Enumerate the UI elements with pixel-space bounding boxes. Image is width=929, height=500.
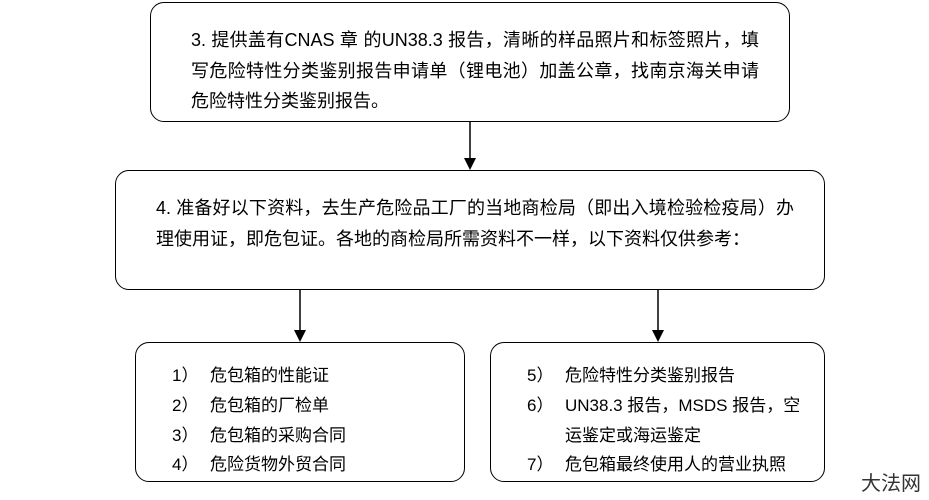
step3-text: 3. 提供盖有CNAS 章 的UN38.3 报告，清晰的样品照片和标签照片，填写…	[191, 25, 759, 117]
list-num: 3）	[172, 421, 210, 451]
list-text: 危包箱最终使用人的营业执照	[565, 450, 806, 480]
list-item: 2） 危包箱的厂检单	[172, 391, 446, 421]
list-text: 危包箱的厂检单	[210, 391, 446, 421]
list-text: 危包箱的采购合同	[210, 421, 446, 451]
list-text: UN38.3 报告，MSDS 报告，空运鉴定或海运鉴定	[565, 391, 806, 451]
step4-text: 4. 准备好以下资料，去生产危险品工厂的当地商检局（即出入境检验检疫局）办理使用…	[156, 193, 794, 254]
list-right-items: 5） 危险特性分类鉴别报告 6） UN38.3 报告，MSDS 报告，空运鉴定或…	[527, 361, 806, 480]
list-text: 危险货物外贸合同	[210, 450, 446, 480]
list-text: 危包箱的性能证	[210, 361, 446, 391]
list-left-items: 1） 危包箱的性能证 2） 危包箱的厂检单 3） 危包箱的采购合同 4） 危险货…	[172, 361, 446, 480]
list-item: 6） UN38.3 报告，MSDS 报告，空运鉴定或海运鉴定	[527, 391, 806, 451]
list-item: 5） 危险特性分类鉴别报告	[527, 361, 806, 391]
list-text: 危险特性分类鉴别报告	[565, 361, 806, 391]
list-item: 1） 危包箱的性能证	[172, 361, 446, 391]
list-num: 4）	[172, 450, 210, 480]
flowchart-step-3: 3. 提供盖有CNAS 章 的UN38.3 报告，清晰的样品照片和标签照片，填写…	[150, 2, 790, 122]
arrow-step4-to-right	[648, 290, 668, 342]
list-num: 7）	[527, 450, 565, 480]
arrow-step4-to-left	[290, 290, 310, 342]
document-list-left: 1） 危包箱的性能证 2） 危包箱的厂检单 3） 危包箱的采购合同 4） 危险货…	[135, 342, 465, 482]
list-num: 6）	[527, 391, 565, 451]
list-num: 1）	[172, 361, 210, 391]
list-num: 2）	[172, 391, 210, 421]
list-item: 7） 危包箱最终使用人的营业执照	[527, 450, 806, 480]
list-item: 4） 危险货物外贸合同	[172, 450, 446, 480]
list-item: 3） 危包箱的采购合同	[172, 421, 446, 451]
flowchart-step-4: 4. 准备好以下资料，去生产危险品工厂的当地商检局（即出入境检验检疫局）办理使用…	[115, 170, 825, 290]
document-list-right: 5） 危险特性分类鉴别报告 6） UN38.3 报告，MSDS 报告，空运鉴定或…	[490, 342, 825, 482]
watermark-text: 大法网	[861, 467, 921, 496]
list-num: 5）	[527, 361, 565, 391]
arrow-step3-to-step4	[460, 122, 480, 170]
